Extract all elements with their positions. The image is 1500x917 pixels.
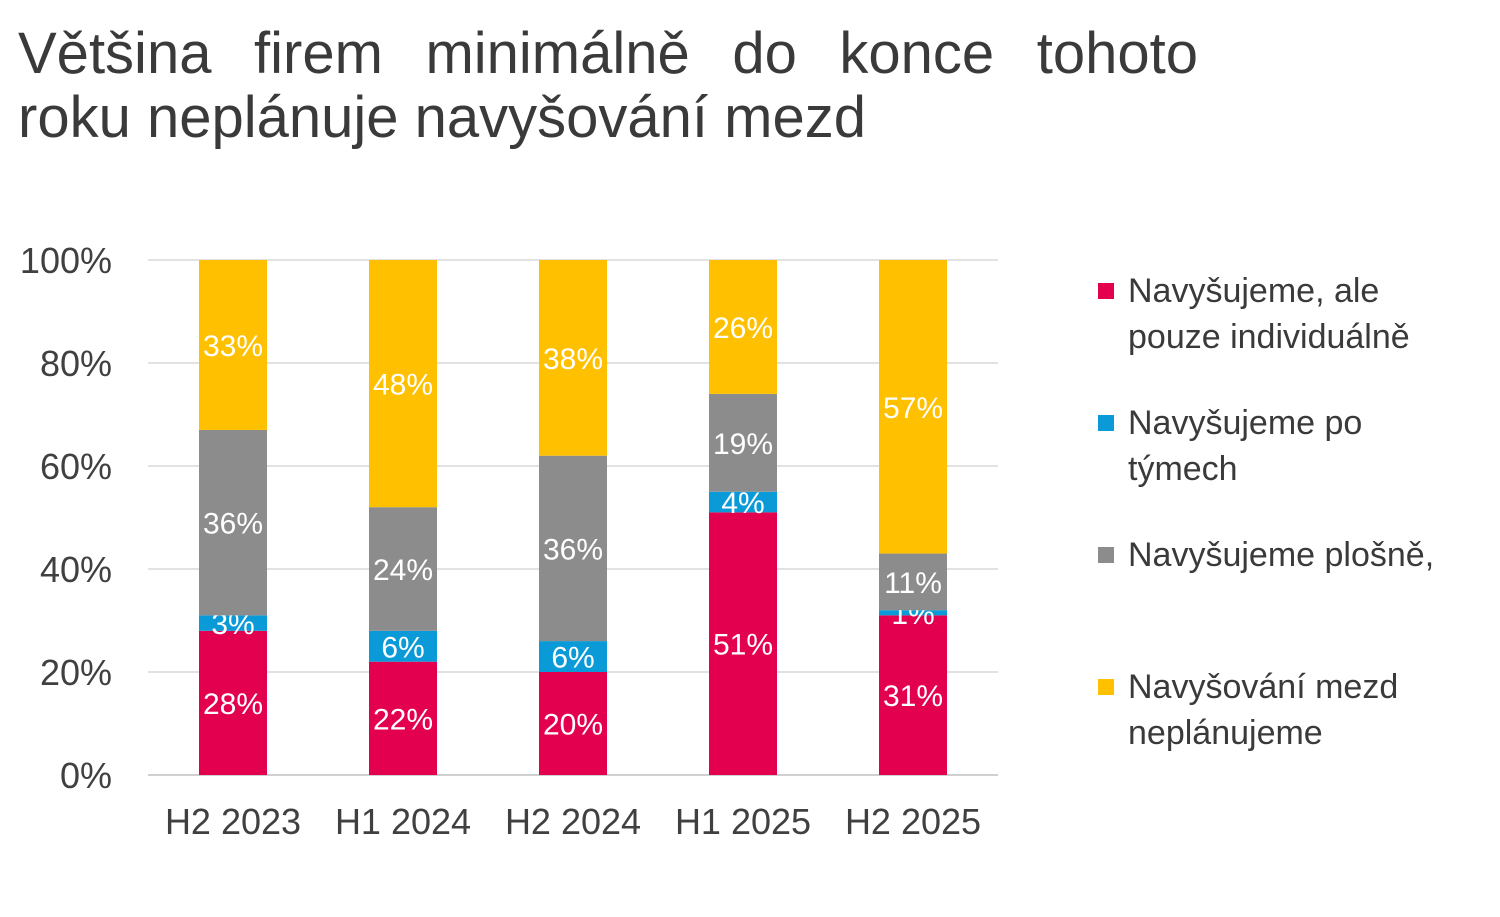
legend-label-teams: Navyšujeme po týmech [1128, 404, 1363, 488]
data-label: 22% [373, 703, 433, 736]
data-label: 57% [883, 392, 943, 425]
bar-segment [709, 512, 777, 775]
y-tick-label: 80% [40, 343, 112, 384]
chart-title: Většina firem minimálně do konce tohoto … [18, 22, 1198, 150]
x-tick-label: H2 2023 [165, 801, 301, 842]
bar-segment [879, 615, 947, 775]
bar-segment [879, 260, 947, 554]
x-tick-label: H1 2025 [675, 801, 811, 842]
legend-label-flat: Navyšujeme plošně, [1128, 536, 1435, 574]
data-label: 28% [203, 688, 263, 721]
bar-segment [539, 641, 607, 672]
data-label: 11% [884, 567, 942, 600]
bar-segment [199, 630, 267, 775]
data-label: 24% [373, 554, 433, 587]
bar-segment [369, 661, 437, 775]
y-tick-label: 0% [60, 755, 112, 796]
bar-segment [369, 630, 437, 662]
bar-segment [709, 260, 777, 394]
x-tick-label: H1 2024 [335, 801, 471, 842]
bar-segment [199, 260, 267, 430]
data-label: 38% [543, 343, 603, 376]
bar-segment [199, 429, 267, 616]
bar-segment [369, 260, 437, 508]
bar-segment [709, 393, 777, 492]
bar-segment [709, 491, 777, 513]
data-label: 4% [721, 487, 764, 520]
legend-label-no-raise: Navyšování mezd neplánujeme [1128, 668, 1399, 752]
bar-segment [539, 260, 607, 456]
data-label: 19% [713, 428, 773, 461]
legend-label-individual: Navyšujeme, ale pouze individuálně [1128, 272, 1410, 356]
chart-title-line-1: Většina firem minimálně do konce tohoto [18, 21, 1198, 86]
data-label: 36% [203, 508, 263, 541]
chart-title-line-2: roku neplánuje navyšování mezd [18, 85, 866, 150]
bar-segment [539, 455, 607, 642]
x-tick-label: H2 2025 [845, 801, 981, 842]
data-label: 26% [713, 312, 773, 345]
bar-segment [369, 507, 437, 631]
data-label: 20% [543, 709, 603, 742]
x-tick-label: H2 2024 [505, 801, 641, 842]
data-label: 51% [713, 629, 773, 662]
y-tick-label: 100% [20, 240, 112, 281]
data-label: 33% [203, 330, 263, 363]
data-label: 31% [883, 680, 943, 713]
bar-segment [879, 610, 947, 616]
y-tick-label: 20% [40, 652, 112, 693]
data-label: 36% [543, 533, 603, 566]
data-label: 6% [551, 642, 594, 675]
bar-segment [199, 615, 267, 631]
legend-swatch-individual [1098, 283, 1114, 299]
bar-segment [539, 672, 607, 775]
y-tick-label: 40% [40, 549, 112, 590]
stacked-bar-chart: 0%20%40%60%80%100%28%3%36%33%H2 202322%6… [20, 240, 998, 842]
legend-swatch-no-raise [1098, 679, 1114, 695]
legend-swatch-flat [1098, 547, 1114, 563]
legend-swatch-teams [1098, 415, 1114, 431]
data-label: 48% [373, 369, 433, 402]
bar-segment [879, 553, 947, 611]
y-tick-label: 60% [40, 446, 112, 487]
data-label: 6% [381, 631, 424, 664]
